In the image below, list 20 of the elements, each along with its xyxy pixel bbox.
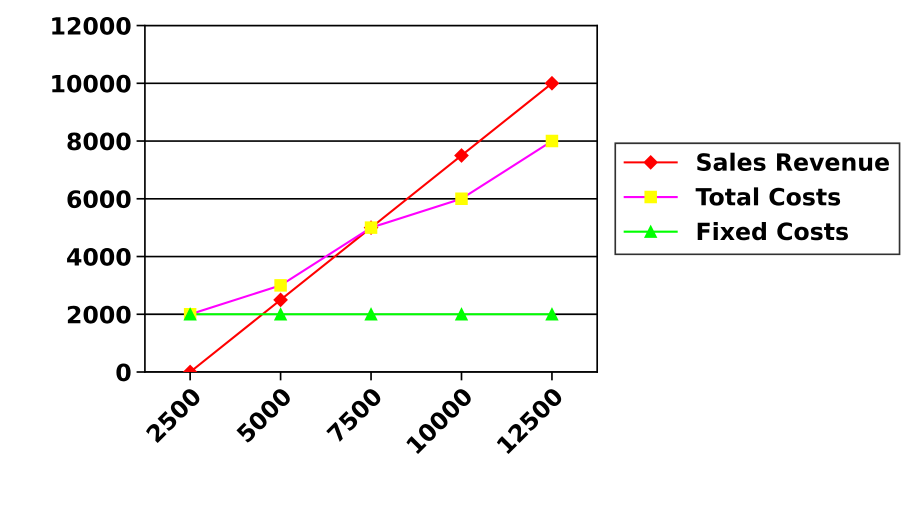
y-tick-label: 4000 bbox=[67, 248, 131, 266]
y-tick-label: 10000 bbox=[52, 74, 131, 93]
legend-label: Total Costs bbox=[696, 187, 840, 206]
point bbox=[274, 279, 287, 292]
y-tick-label: 6000 bbox=[67, 190, 131, 208]
y-tick-label: 8000 bbox=[67, 132, 131, 150]
legend-label: Fixed Costs bbox=[698, 222, 848, 240]
y-tick-label: 0 bbox=[116, 363, 131, 382]
point bbox=[454, 148, 469, 163]
point bbox=[544, 76, 560, 90]
point bbox=[546, 134, 558, 148]
point bbox=[274, 308, 287, 321]
legend-label: Sales Revenue bbox=[697, 152, 889, 171]
point bbox=[546, 308, 558, 321]
point bbox=[274, 292, 288, 307]
y-tick-label: 2000 bbox=[68, 306, 131, 324]
point bbox=[364, 308, 378, 321]
y-tick-label: 12000 bbox=[52, 16, 131, 35]
point bbox=[455, 192, 468, 206]
point bbox=[455, 308, 468, 321]
